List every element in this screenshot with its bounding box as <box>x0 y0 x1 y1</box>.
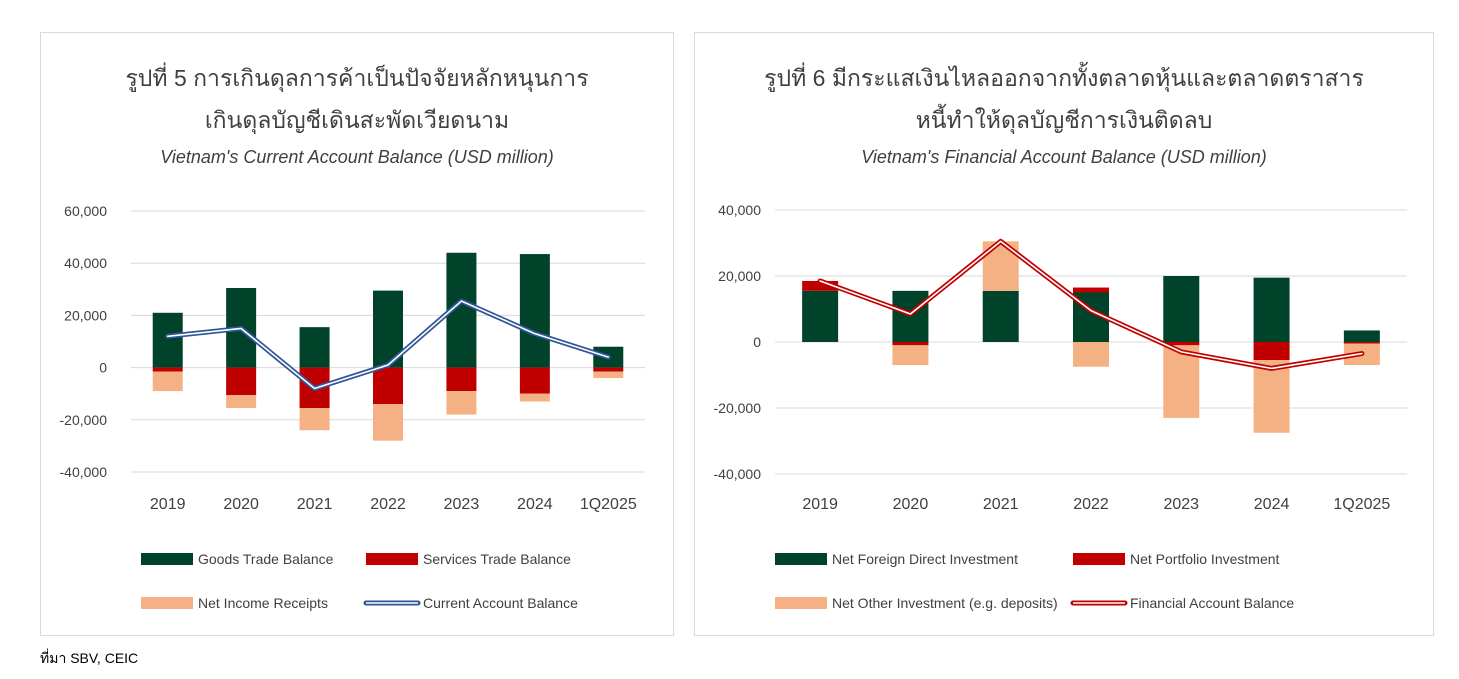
chart-title-line-2: เกินดุลบัญชีเดินสะพัดเวียดนาม <box>204 107 510 133</box>
legend-label: Current Account Balance <box>423 595 578 611</box>
chart-panel-current-account: รูปที่ 5 การเกินดุลการค้าเป็นปัจจัยหลักห… <box>40 32 674 636</box>
x-tick-label: 2023 <box>1163 496 1199 513</box>
bar <box>1253 277 1290 342</box>
bar <box>1073 342 1109 367</box>
series-line-inner <box>166 300 610 390</box>
y-tick-label: 40,000 <box>718 202 761 218</box>
bar <box>1163 345 1200 418</box>
x-tick-label: 2020 <box>893 496 929 513</box>
bar <box>519 367 550 394</box>
bar <box>226 367 257 396</box>
legend-swatch <box>775 553 827 565</box>
chart-panel-financial-account: รูปที่ 6 มีกระแสเงินไหลออกจากทั้งตลาดหุ้… <box>694 32 1434 636</box>
chart-title-line-1: รูปที่ 6 มีกระแสเงินไหลออกจากทั้งตลาดหุ้… <box>764 65 1364 91</box>
legend-label: Financial Account Balance <box>1130 595 1294 611</box>
y-tick-label: 0 <box>99 360 107 376</box>
bar <box>1343 342 1380 344</box>
bar <box>373 404 403 441</box>
legend-swatch <box>141 597 193 609</box>
y-tick-label: -40,000 <box>714 466 762 482</box>
bar <box>152 312 183 368</box>
bar <box>593 367 624 372</box>
y-tick-label: -20,000 <box>714 400 762 416</box>
x-tick-label: 2019 <box>150 496 186 513</box>
source-note: ที่มา SBV, CEIC <box>40 650 139 666</box>
legend-label: Net Portfolio Investment <box>1130 551 1280 567</box>
chart-title-line-2: หนี้ทำให้ดุลบัญชีการเงินติดลบ <box>915 107 1213 133</box>
legend-swatch <box>1073 553 1125 565</box>
bar <box>982 290 1019 342</box>
legend-swatch <box>141 553 193 565</box>
bar <box>1163 276 1200 342</box>
bar <box>299 408 330 431</box>
legend-label: Services Trade Balance <box>423 551 571 567</box>
bar <box>892 345 929 366</box>
bar <box>593 371 624 379</box>
x-tick-label: 1Q2025 <box>1333 496 1390 513</box>
bar <box>152 367 183 372</box>
y-tick-label: 20,000 <box>64 307 107 323</box>
series-line-inner <box>819 240 1363 370</box>
bar <box>1343 330 1380 342</box>
legend-label: Net Income Receipts <box>198 595 328 611</box>
y-tick-label: 0 <box>753 334 761 350</box>
bar <box>802 280 839 291</box>
y-tick-label: -20,000 <box>60 412 108 428</box>
chart-subtitle: Vietnam's Current Account Balance (USD m… <box>160 147 554 167</box>
bar <box>892 342 929 346</box>
x-tick-label: 2023 <box>444 496 480 513</box>
bar <box>226 395 257 409</box>
y-tick-label: 20,000 <box>718 268 761 284</box>
bar <box>446 367 477 392</box>
x-tick-label: 2019 <box>802 496 838 513</box>
bar <box>1073 287 1109 293</box>
bar <box>152 371 183 392</box>
legend-swatch <box>775 597 827 609</box>
current-account-chart: -40,000 -20,000 0 20,000 40,000 60,000 2019 202… <box>60 203 645 611</box>
y-tick-label: 40,000 <box>64 255 107 271</box>
y-tick-label: 60,000 <box>64 203 107 219</box>
x-tick-label: 2021 <box>983 496 1019 513</box>
x-tick-label: 2020 <box>223 496 259 513</box>
bar <box>1253 360 1290 433</box>
bar <box>373 367 403 405</box>
bar <box>519 254 550 368</box>
bar <box>299 327 330 368</box>
bar <box>446 391 477 415</box>
bar <box>1163 342 1200 346</box>
legend-label: Net Foreign Direct Investment <box>832 551 1018 567</box>
bar <box>519 393 550 402</box>
bar <box>1253 342 1290 361</box>
financial-account-chart: -40,000 -20,000 0 20,000 40,000 2019 2020 2021 2… <box>714 202 1407 611</box>
x-tick-label: 2024 <box>517 496 553 513</box>
legend-label: Goods Trade Balance <box>198 551 334 567</box>
chart-subtitle: Vietnam's Financial Account Balance (USD… <box>861 147 1267 167</box>
x-tick-label: 2022 <box>1073 496 1109 513</box>
bar <box>802 290 839 342</box>
x-tick-label: 2022 <box>370 496 406 513</box>
chart-title-line-1: รูปที่ 5 การเกินดุลการค้าเป็นปัจจัยหลักห… <box>125 65 589 91</box>
y-tick-label: -40,000 <box>60 464 108 480</box>
legend-swatch <box>366 553 418 565</box>
x-tick-label: 2024 <box>1254 496 1290 513</box>
legend-label: Net Other Investment (e.g. deposits) <box>832 595 1058 611</box>
x-tick-label: 2021 <box>297 496 333 513</box>
x-tick-label: 1Q2025 <box>580 496 637 513</box>
